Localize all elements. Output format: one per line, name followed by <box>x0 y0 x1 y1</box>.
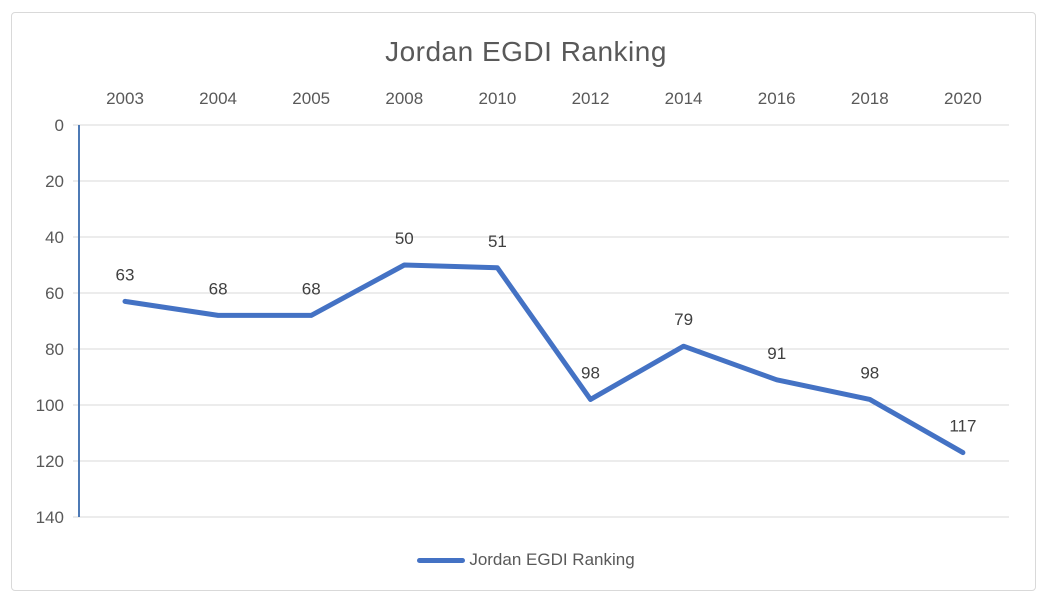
chart-title: Jordan EGDI Ranking <box>385 36 667 67</box>
chart-area <box>11 12 1036 591</box>
legend-series-label: Jordan EGDI Ranking <box>469 550 635 569</box>
legend: Jordan EGDI Ranking <box>0 550 1052 570</box>
legend-line-marker <box>417 557 466 563</box>
